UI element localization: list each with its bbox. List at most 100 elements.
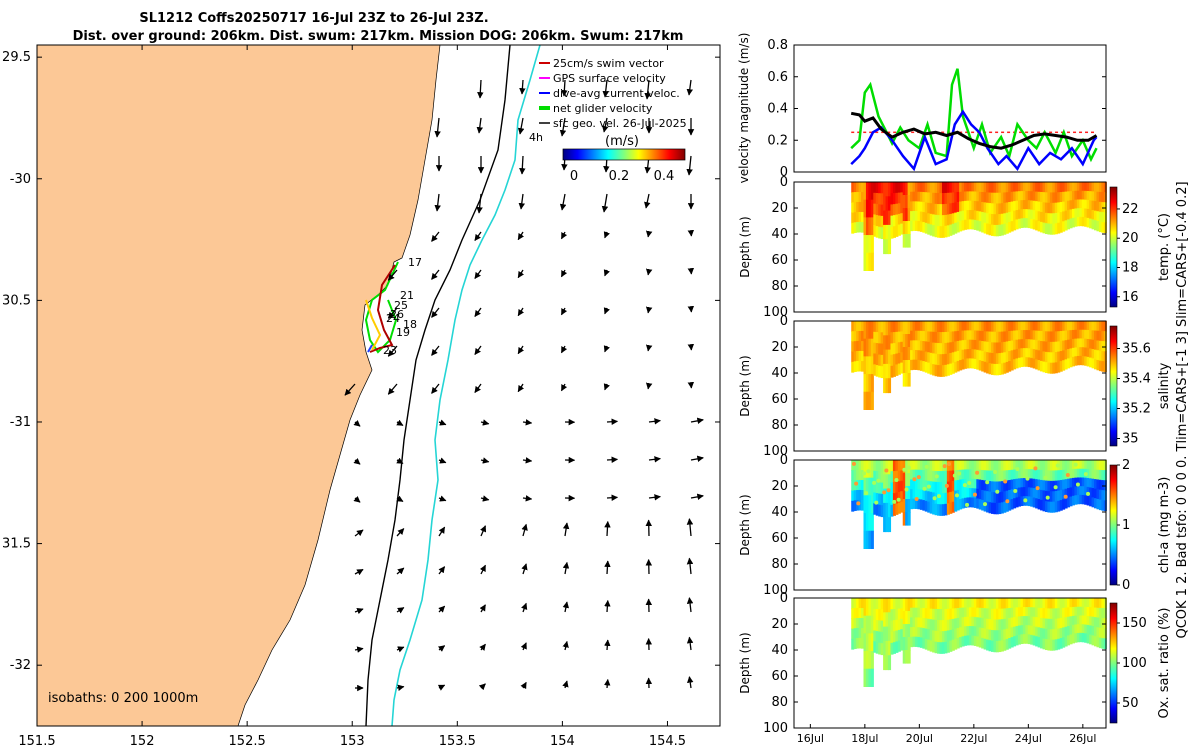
geo-vector-arrow [562,601,570,613]
velocity-series-swim-speed [850,111,1098,150]
section-cell [861,460,865,471]
section-cell [1054,321,1058,332]
legend-label: 25cm/s swim vector [553,57,664,70]
section-cell [1025,487,1029,497]
section-cell [1074,633,1078,643]
section-cell [897,331,901,343]
section-cell [949,331,953,343]
section-cell [890,215,894,228]
section-cell [1005,361,1009,373]
section-cell [1042,321,1046,332]
section-cell [998,331,1002,343]
section-cell [880,620,884,633]
section-cell [939,609,943,621]
section-cell [1094,340,1098,351]
section-cell [1052,213,1056,225]
section-cell [1049,470,1053,482]
section-cell [1081,632,1085,643]
section-cell [944,598,948,610]
section-cell [983,598,987,609]
section-cell [981,489,985,501]
section-cell [897,598,901,610]
section-cell [964,349,968,360]
section-cell [1052,608,1056,620]
section-cell [937,642,941,654]
section-cell [875,642,879,654]
section-cell [998,481,1002,493]
section-cell [1042,500,1046,512]
geo-vector-arrow [603,345,610,353]
section-cell [954,598,958,609]
section-cell [853,212,857,223]
section-cell [878,321,882,333]
section-cell [951,202,955,214]
section-cell [956,350,960,362]
chl-sample-dot [1025,476,1030,481]
section-cell [993,630,997,642]
section-cell [873,225,877,237]
section-cell [1076,182,1080,192]
section-cell [892,343,896,355]
section-cell [868,235,872,254]
section-cell [900,321,904,333]
isobath-1000m [391,45,541,726]
section-cell [983,202,987,214]
section-cell [978,617,982,628]
section-cell [946,214,950,226]
section-cell [883,321,887,336]
section-cell [1052,618,1056,630]
section-cell [946,630,950,642]
section-cell [993,363,997,376]
section-cell [885,196,889,212]
geo-vector-arrow [517,269,525,279]
isobath-200m [365,45,511,726]
section-cell [937,182,941,194]
section-cell [1000,502,1004,514]
section-cell [902,637,906,651]
section-cell [991,608,995,620]
section-cell [939,365,943,377]
geo-vector-arrow [521,523,528,537]
section-cell [1098,340,1102,352]
section-cell [1071,182,1075,192]
section-cell [1052,362,1056,374]
section-cell [885,349,889,365]
section-cell [1042,202,1046,214]
time-tick-label: 24Jul [1015,732,1042,745]
section-cell [885,239,889,255]
section-cell [1005,618,1009,630]
section-cell [924,490,928,502]
section-cell [949,460,953,472]
section-cell [973,210,977,221]
section-cell [1020,191,1024,201]
section-cell [1084,460,1088,470]
section-cell [1054,351,1058,363]
section-cell [1025,357,1029,367]
section-cell [1062,489,1066,500]
section-cell [1015,488,1019,499]
section-cell [939,354,943,366]
section-cell [900,202,904,214]
section-cell [1059,202,1063,213]
section-cell [1057,638,1061,650]
map-colorbar-tick: 0 [570,169,578,184]
section-cell [964,616,968,627]
section-cell [939,642,943,654]
section-cell [1098,360,1102,372]
section-cell [878,493,882,506]
section-colorbar [1109,602,1118,724]
section-cell [1047,629,1051,641]
section-cell [934,342,938,355]
qc-side-note: QCOK 1 2. Bad tsfo: 0 0 0 0. Tlim=CARS+[… [1175,181,1190,638]
section-cell [1042,628,1046,640]
section-cell [1025,469,1029,479]
section-cell [932,182,936,194]
section-cell [988,491,992,503]
section-cell [998,353,1002,365]
section-cell [981,598,985,609]
section-cell [1047,182,1051,193]
geo-vector-arrow [604,520,611,537]
section-cell [1071,495,1075,506]
section-cell [1013,479,1017,490]
section-cell [878,482,882,495]
